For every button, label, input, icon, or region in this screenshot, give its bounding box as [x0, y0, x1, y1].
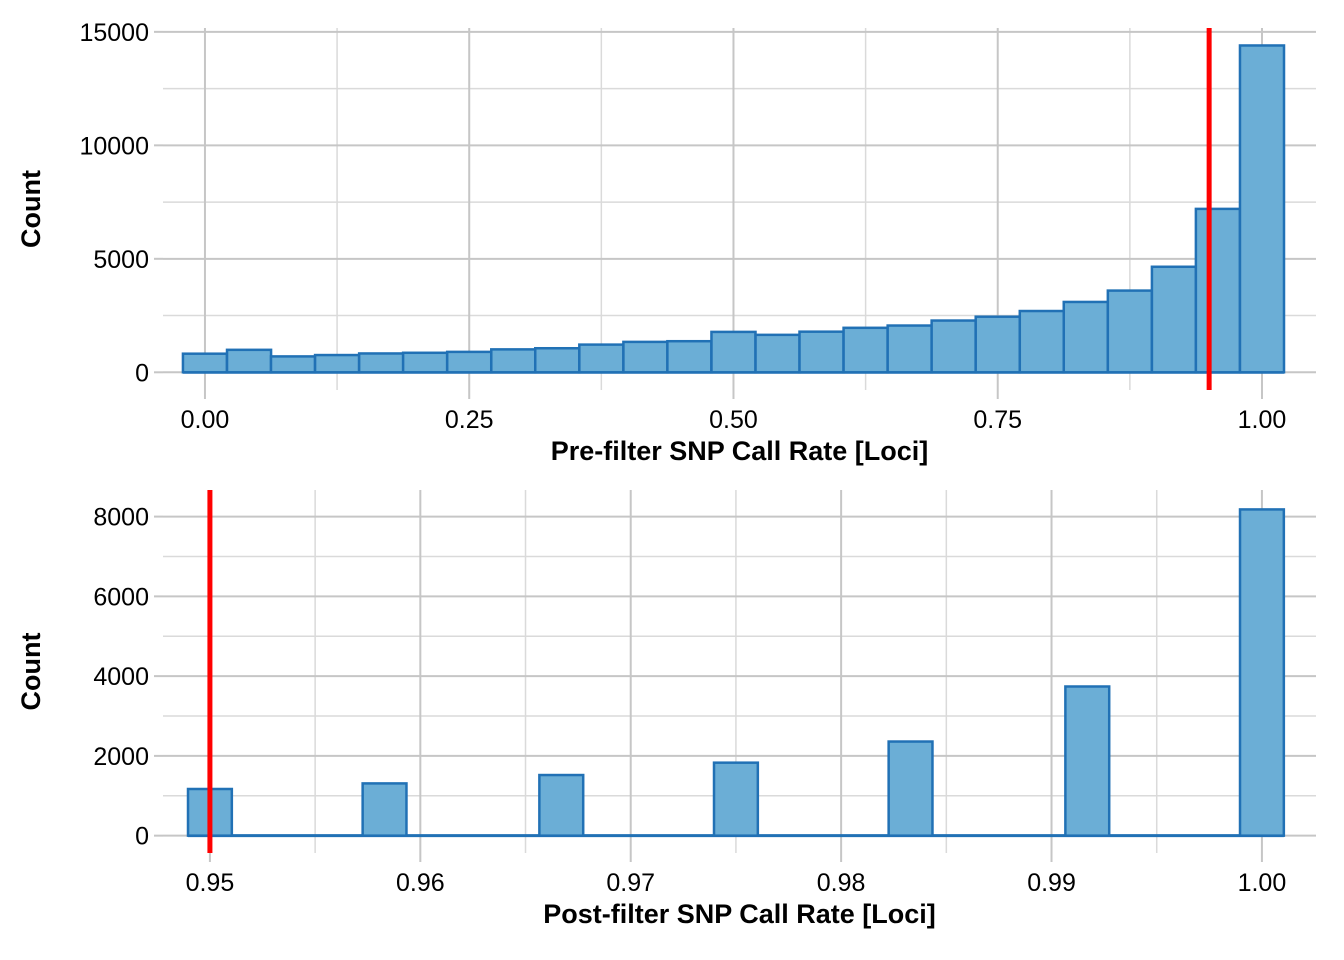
histogram-bar [181, 352, 229, 374]
x-tick-label: 0.96 [396, 869, 445, 897]
x-tick-label: 0.95 [186, 869, 235, 897]
post-filter-y-axis-title: Count [16, 633, 46, 711]
histogram-bar [401, 351, 449, 374]
histogram-bar [1238, 44, 1286, 374]
histogram-bar [225, 348, 273, 374]
histogram-bar [538, 773, 585, 837]
x-tick-label: 1.00 [1238, 406, 1287, 434]
x-tick-label: 0.75 [973, 406, 1022, 434]
x-tick-label: 0.50 [709, 406, 758, 434]
histogram-bar [710, 330, 757, 374]
y-tick-label: 5000 [93, 246, 149, 274]
y-tick-label: 8000 [93, 504, 149, 532]
x-tick-label: 1.00 [1238, 869, 1287, 897]
histogram-bar [930, 319, 977, 374]
histogram-bar [1106, 289, 1154, 374]
pre-filter-histogram-panel: 0.00 0.25 0.50 0.75 1.00 0 5000 10000 15000 [79, 19, 1316, 434]
y-tick-label: 4000 [93, 663, 149, 691]
y-tick-label: 6000 [93, 583, 149, 611]
histogram-bar [1018, 309, 1066, 374]
histogram-bar [887, 740, 934, 837]
histogram-bar [712, 761, 760, 837]
pre-filter-y-axis-title: Count [16, 170, 46, 248]
histogram-bar [1150, 265, 1198, 374]
histogram-bar [666, 339, 713, 374]
x-tick-label: 0.25 [445, 406, 494, 434]
histogram-bar [1064, 685, 1111, 837]
x-tick-label: 0.97 [606, 869, 655, 897]
histogram-bar [798, 330, 845, 374]
histogram-bar [1238, 508, 1286, 837]
histogram-bar [578, 343, 625, 374]
x-tick-label: 0.00 [181, 406, 230, 434]
y-tick-label: 10000 [79, 132, 149, 160]
y-tick-label: 0 [135, 823, 149, 851]
y-tick-label: 2000 [93, 743, 149, 771]
histogram-bar [533, 346, 581, 374]
histogram-bar [445, 350, 493, 374]
histogram-bar [842, 326, 889, 374]
y-tick-label: 15000 [79, 19, 149, 47]
post-filter-histogram-panel: 0.95 0.96 0.97 0.98 0.99 1.00 0 2000 4000 6000 800… [93, 490, 1316, 897]
post-filter-x-axis-title: Post-filter SNP Call Rate [Loci] [543, 899, 936, 929]
pre-filter-x-axis-title: Pre-filter SNP Call Rate [Loci] [551, 436, 929, 466]
histogram-bar [490, 348, 537, 374]
histogram-bar [361, 782, 408, 837]
y-tick-label: 0 [135, 359, 149, 387]
histogram-bar [622, 340, 669, 374]
histogram-bar [357, 352, 405, 374]
histogram-bar [886, 324, 933, 374]
x-tick-label: 0.99 [1027, 869, 1076, 897]
histogram-bar [1194, 207, 1242, 374]
histogram-bar [1062, 300, 1110, 374]
histogram-bar [269, 355, 317, 374]
histogram-bar [974, 315, 1022, 374]
histogram-bar [313, 353, 361, 374]
histogram-bar [754, 333, 801, 374]
x-tick-label: 0.98 [817, 869, 866, 897]
